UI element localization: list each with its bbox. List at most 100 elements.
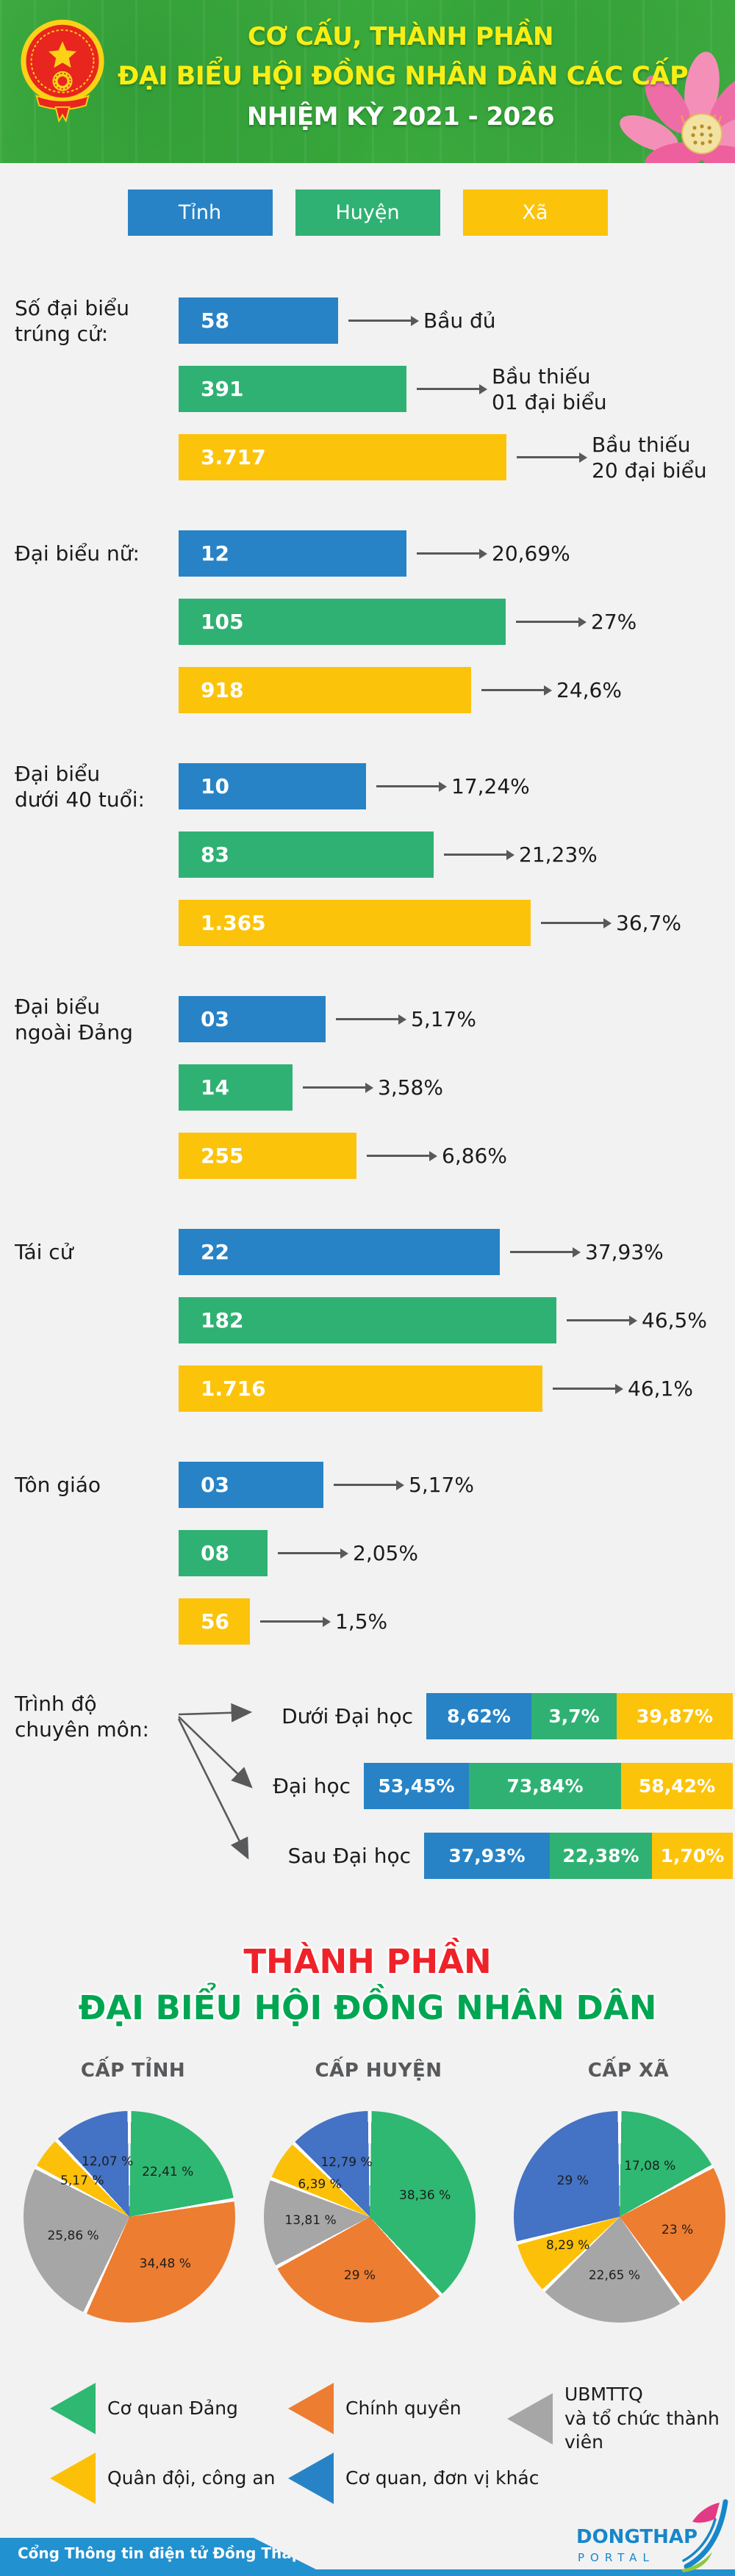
bar-row: 1.365 36,7%: [179, 900, 735, 946]
bar-row: 12 20,69%: [179, 530, 735, 577]
legend-label: Huyện: [335, 201, 400, 224]
bar-value: 105: [201, 610, 244, 634]
arrow-icon: [510, 1251, 573, 1253]
logo-title: DONGTHAP: [576, 2526, 698, 2548]
bar-note: Bầu đủ: [423, 309, 496, 333]
segment-value: 39,87%: [636, 1706, 714, 1727]
legend-item-label: Quân đội, công an: [107, 2467, 276, 2489]
pie-slice-label: 29 %: [343, 2267, 376, 2283]
bar-percent: 3,58%: [378, 1075, 443, 1100]
stacked-row: Đại học 53,45% 73,84% 58,42%: [179, 1763, 733, 1809]
stacked-row: Dưới Đại học 8,62% 3,7% 39,87%: [179, 1693, 733, 1739]
pie-chart-huyen: 38,36 % 29 % 13,81 % 6,39 % 12,79 %: [264, 2111, 476, 2323]
legend-item: Quân đội, công an: [50, 2453, 276, 2504]
pie-charts-row: 22,41 % 34,48 % 25,86 % 5,17 % 12,07 % 38,36…: [0, 2111, 735, 2331]
stacked-row-label: Sau Đại học: [287, 1844, 411, 1868]
segment-value: 58,42%: [638, 1775, 716, 1797]
pie-slice-label: 12,07 %: [82, 2154, 134, 2170]
bar-percent: 36,7%: [616, 911, 681, 935]
segment-value: 3,7%: [548, 1706, 600, 1727]
bar-huyen: 391: [179, 366, 406, 412]
bar-percent: 2,05%: [353, 1541, 418, 1565]
segment-huyen: 73,84%: [469, 1763, 621, 1809]
arrow-icon: [481, 689, 545, 691]
bar-tinh: 10: [179, 763, 366, 809]
bar-huyen: 83: [179, 831, 434, 878]
segment-huyen: 22,38%: [550, 1833, 652, 1879]
pie-chart-tinh: 22,41 % 34,48 % 25,86 % 5,17 % 12,07 %: [24, 2111, 235, 2323]
section-non-party: Đại biểu ngoài Đảng 03 5,17% 14 3,58% 25…: [0, 995, 735, 1179]
bar-row: 105 27%: [179, 599, 735, 645]
pie-slice-label: 22,41 %: [142, 2164, 194, 2179]
bar-value: 255: [201, 1144, 244, 1168]
bar-percent: 46,1%: [628, 1377, 693, 1401]
footer-ribbon: Cổng Thông tin điện tử Đồng Tháp: [0, 2538, 316, 2569]
section-religion: Tôn giáo 03 5,17% 08 2,05% 56 1,5%: [0, 1462, 735, 1645]
pie-slice-label: 22,65 %: [588, 2268, 641, 2284]
segment-value: 22,38%: [562, 1845, 639, 1866]
bar-xa: 918: [179, 667, 471, 713]
segment-value: 53,45%: [378, 1775, 455, 1797]
pie-header-xa: CẤP XÃ: [587, 2060, 670, 2082]
bar-xa: 56: [179, 1598, 250, 1645]
bar-row: 182 46,5%: [179, 1297, 735, 1343]
arrow-icon: [260, 1620, 323, 1623]
legend-label: Tỉnh: [178, 201, 222, 224]
segment-xa: 39,87%: [617, 1693, 733, 1739]
section-female-delegates: Đại biểu nữ: 12 20,69% 105 27% 918 24,6%: [0, 530, 735, 713]
bar-row: 03 5,17%: [179, 1462, 735, 1508]
bar-huyen: 08: [179, 1530, 268, 1576]
arrow-icon: [417, 552, 480, 555]
pie-slice-label: 6,39 %: [298, 2177, 342, 2193]
dongthap-portal-logo: DONGTHAP PORTAL: [576, 2499, 728, 2572]
bar-value: 3.717: [201, 445, 266, 469]
pie-chart-xa: 17,08 % 23 % 22,65 % 8,29 % 29 %: [514, 2111, 725, 2323]
footer-site-name: Cổng Thông tin điện tử Đồng Tháp: [18, 2544, 303, 2562]
legend-arrow-icon: [288, 2453, 334, 2504]
segment-tinh: 37,93%: [424, 1833, 550, 1879]
bar-xa: 1.716: [179, 1365, 542, 1412]
arrow-icon: [567, 1319, 630, 1321]
bar-row: 391 Bầu thiếu 01 đại biểu: [179, 364, 735, 414]
stacked-row-label: Đại học: [273, 1774, 351, 1798]
legend-box-xa: Xã: [462, 190, 608, 236]
arrow-icon: [516, 621, 579, 623]
pie-slice-label: 25,86 %: [47, 2228, 99, 2243]
section-qualification: Trình độ chuyên môn: Dưới Đại học 8,62% …: [0, 1692, 735, 1879]
stacked-row: Sau Đại học 37,93% 22,38% 1,70%: [179, 1833, 733, 1879]
pie-slice-label: 23 %: [662, 2222, 694, 2237]
bar-value: 12: [201, 541, 229, 566]
bar-value: 08: [201, 1541, 229, 1565]
legend-label: Xã: [522, 201, 548, 224]
section-under-40: Đại biểu dưới 40 tuổi: 10 17,24% 83 21,2…: [0, 762, 735, 946]
bar-value: 182: [201, 1308, 244, 1332]
bar-tinh: 58: [179, 297, 338, 344]
bar-value: 56: [201, 1609, 229, 1634]
bar-row: 08 2,05%: [179, 1530, 735, 1576]
segment-value: 8,62%: [447, 1706, 511, 1727]
arrow-icon: [417, 388, 480, 390]
arrow-icon: [553, 1388, 616, 1390]
segment-tinh: 8,62%: [426, 1693, 531, 1739]
segment-value: 73,84%: [506, 1775, 584, 1797]
pie-headers: CẤP TỈNH CẤP HUYỆN CẤP XÃ: [0, 2060, 735, 2086]
vietnam-emblem-icon: [21, 19, 104, 123]
bar-row: 255 6,86%: [179, 1133, 735, 1179]
legend-arrow-icon: [288, 2383, 334, 2434]
title-line-3: NHIỆM KỲ 2021 - 2026: [246, 102, 555, 131]
bar-row: 58 Bầu đủ: [179, 297, 735, 344]
section-elected-delegates: Số đại biểu trúng cử: 58 Bầu đủ 391 Bầu …: [0, 296, 735, 483]
bar-percent: 5,17%: [411, 1007, 476, 1031]
bar-row: 3.717 Bầu thiếu 20 đại biểu: [179, 433, 735, 483]
arrow-icon: [376, 785, 440, 787]
section-label: Đại biểu nữ:: [15, 541, 140, 566]
bar-percent: 24,6%: [556, 678, 622, 702]
bar-percent: 17,24%: [451, 774, 530, 798]
lotus-flower-icon: [620, 51, 735, 163]
bar-row: 56 1,5%: [179, 1598, 735, 1645]
legend-arrow-icon: [50, 2383, 96, 2434]
pie-section-title-1: THÀNH PHẦN: [243, 1942, 492, 1981]
legend-box-tinh: Tỉnh: [127, 190, 273, 236]
arrow-icon: [334, 1484, 397, 1486]
